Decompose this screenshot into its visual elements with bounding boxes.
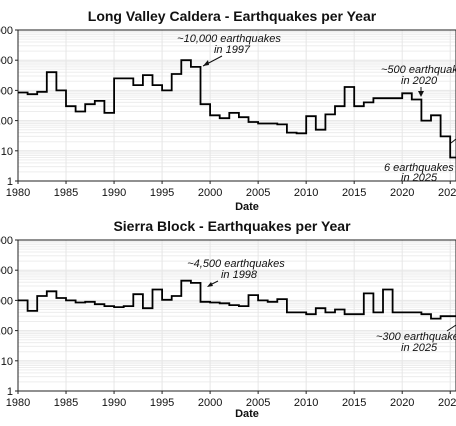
series-line xyxy=(18,59,456,159)
annotation-line: 6 earthquakes xyxy=(384,162,454,174)
annotation-line: ~300 earthquakes xyxy=(376,331,456,343)
plot-frame xyxy=(17,239,456,392)
x-tick-label: 2015 xyxy=(342,187,366,199)
annotation-line: in 1997 xyxy=(214,44,251,56)
x-tick-label: 2005 xyxy=(246,397,270,409)
x-axis-label: Date xyxy=(235,408,259,420)
chart-long-valley: Long Valley Caldera - Earthquakes per Ye… xyxy=(0,8,456,213)
annotation-line: ~10,000 earthquakes xyxy=(177,33,281,45)
annotation-arrow xyxy=(446,324,456,332)
y-tick-label: 100 xyxy=(0,116,13,128)
chart-sierra-block: Sierra Block - Earthquakes per Year 1101… xyxy=(0,218,456,420)
grid xyxy=(17,29,456,182)
chart-title: Sierra Block - Earthquakes per Year xyxy=(113,218,351,234)
x-tick-label: 1995 xyxy=(150,397,174,409)
y-tick-label: 1 xyxy=(7,386,13,398)
x-tick-label: 2015 xyxy=(342,397,366,409)
y-tick-label: 10 xyxy=(1,356,13,368)
x-tick-label: 2000 xyxy=(198,397,222,409)
annotation-2025: ~300 earthquakes in 2025 xyxy=(376,324,456,354)
annotation-line: in 2020 xyxy=(401,75,438,87)
x-tick-label: 1990 xyxy=(102,397,126,409)
x-tick-label: 2000 xyxy=(198,187,222,199)
grid xyxy=(17,239,456,392)
annotation-arrow xyxy=(450,138,456,144)
x-tick-label: 2020 xyxy=(390,187,414,199)
x-tick-label: 1995 xyxy=(150,187,174,199)
annotation-line: in 1998 xyxy=(221,269,258,281)
annotation-line: in 2025 xyxy=(401,342,438,354)
annotation-line: ~500 earthquakes xyxy=(381,64,456,76)
x-tick-label: 2020 xyxy=(390,397,414,409)
x-tick-label: 2010 xyxy=(294,187,318,199)
y-tick-label: 10 xyxy=(1,146,13,158)
y-tick-label: 100 xyxy=(0,326,13,338)
series-line xyxy=(18,279,456,320)
x-tick-label: 2025 xyxy=(438,397,456,409)
x-tick-label: 1985 xyxy=(54,397,78,409)
annotation-2020: ~500 earthquakes in 2020 xyxy=(381,64,456,97)
y-tick-label: 1 xyxy=(7,176,13,188)
annotation-peak: ~4,500 earthquakes in 1998 xyxy=(187,258,285,287)
annotation-line: in 2025 xyxy=(401,172,438,184)
annotation-2025: 6 earthquakes in 2025 xyxy=(384,138,456,184)
x-tick-label: 2010 xyxy=(294,397,318,409)
x-tick-label: 1980 xyxy=(6,397,30,409)
chart-title: Long Valley Caldera - Earthquakes per Ye… xyxy=(88,8,377,24)
arrow-head-icon xyxy=(203,60,209,66)
arrow-head-icon xyxy=(207,282,213,287)
plot-frame xyxy=(17,29,456,182)
annotation-line: ~4,500 earthquakes xyxy=(187,258,285,270)
arrow-head-icon xyxy=(418,91,424,97)
x-tick-label: 1980 xyxy=(6,187,30,199)
x-tick-label: 2005 xyxy=(246,187,270,199)
x-tick-label: 1985 xyxy=(54,187,78,199)
x-axis-label: Date xyxy=(235,201,259,213)
annotation-peak: ~10,000 earthquakes in 1997 xyxy=(177,33,281,67)
x-tick-label: 2025 xyxy=(438,187,456,199)
x-tick-label: 1990 xyxy=(102,187,126,199)
